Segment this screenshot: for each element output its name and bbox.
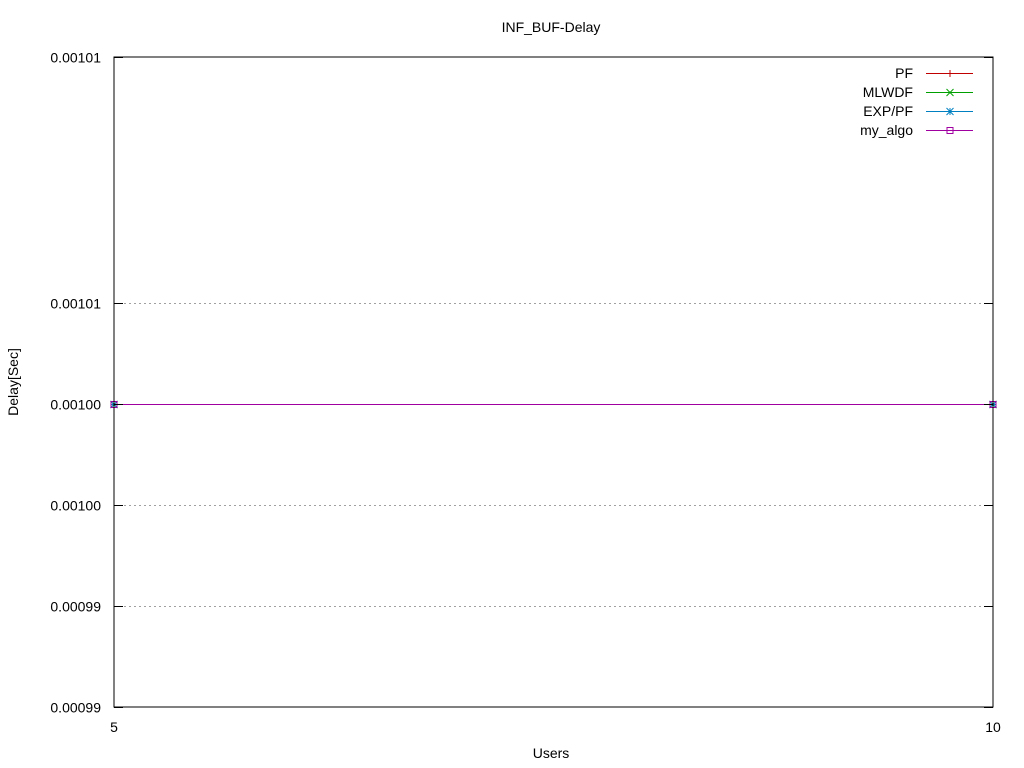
legend-marker — [946, 88, 954, 97]
y-axis-label: Delay[Sec] — [5, 348, 21, 416]
legend-marker — [946, 107, 954, 116]
legend-marker — [946, 70, 954, 77]
x-axis-label: Users — [533, 745, 570, 761]
legend-label: my_algo — [860, 122, 913, 138]
grid-lines — [114, 303, 993, 607]
y-tick-label: 0.00099 — [50, 599, 101, 615]
x-axis-ticks: 5 10 — [110, 57, 1001, 735]
plot-frame — [113, 56, 994, 708]
chart-title: INF_BUF-Delay — [502, 19, 601, 35]
series-layer — [110, 400, 997, 409]
y-tick-label: 0.00099 — [50, 700, 101, 716]
x-tick-label: 5 — [110, 719, 118, 735]
y-tick-label: 0.00101 — [50, 296, 101, 312]
legend-label: MLWDF — [863, 84, 913, 100]
legend-marker — [946, 127, 954, 134]
y-tick-label: 0.00100 — [50, 397, 101, 413]
x-tick-label: 10 — [985, 719, 1001, 735]
legend: PF MLWDF EXP/PF my_algo — [860, 65, 973, 138]
legend-label: PF — [895, 65, 913, 81]
legend-label: EXP/PF — [863, 103, 913, 119]
y-tick-label: 0.00100 — [50, 498, 101, 514]
y-tick-label: 0.00101 — [50, 50, 101, 66]
y-axis-ticks: 0.00099 0.00099 0.00100 0.00100 0.00101 0.001… — [50, 50, 993, 716]
